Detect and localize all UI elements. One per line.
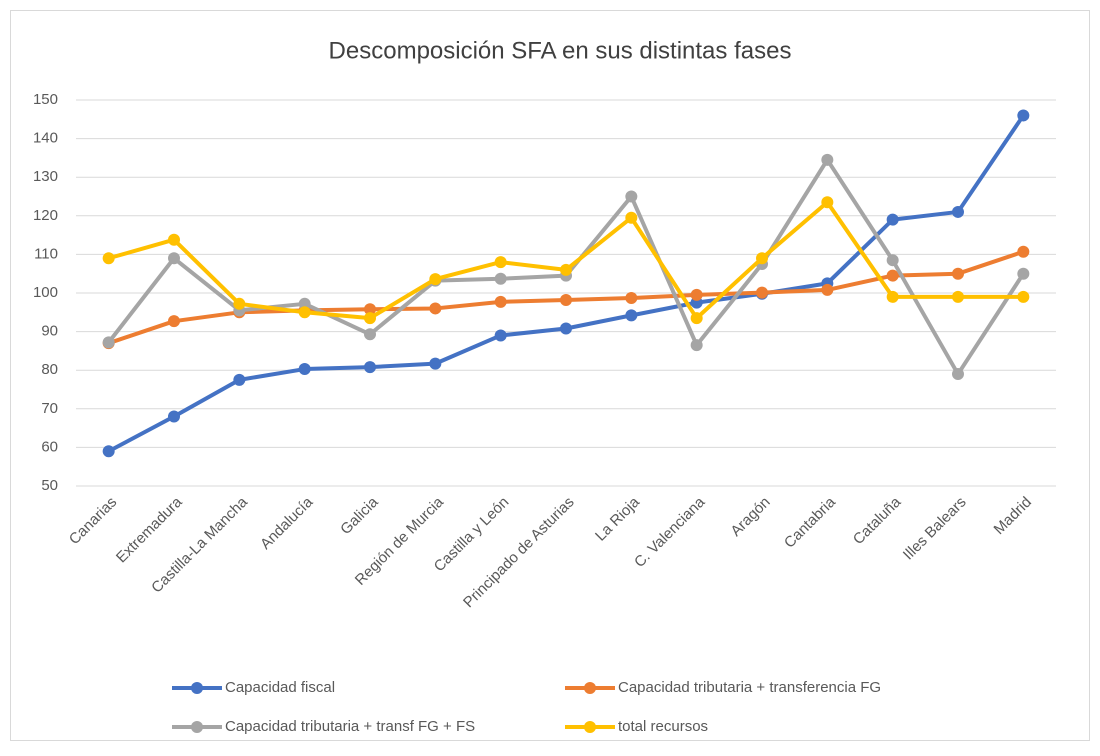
data-point xyxy=(168,315,180,328)
data-point xyxy=(364,303,376,316)
data-point xyxy=(1017,290,1030,303)
data-point xyxy=(952,267,964,280)
data-point xyxy=(560,322,572,335)
data-point xyxy=(952,290,964,303)
data-point xyxy=(821,283,834,296)
legend-label: Capacidad tributaria + transferencia FG xyxy=(618,679,881,696)
chart-border xyxy=(10,10,1090,741)
data-point xyxy=(298,306,311,319)
data-point xyxy=(560,293,572,306)
data-point xyxy=(429,273,442,286)
data-point xyxy=(886,269,899,282)
data-point xyxy=(560,263,572,276)
y-tick-label: 60 xyxy=(41,438,58,455)
y-tick-label: 140 xyxy=(33,130,58,147)
data-point xyxy=(364,328,376,341)
legend-label: total recursos xyxy=(618,718,708,735)
data-point xyxy=(494,295,507,308)
data-point xyxy=(364,312,376,325)
data-point xyxy=(494,256,507,269)
data-point xyxy=(1017,267,1030,280)
legend-marker xyxy=(584,682,596,694)
data-point xyxy=(625,190,638,203)
data-point xyxy=(1017,109,1030,122)
data-point xyxy=(625,211,638,224)
data-point xyxy=(756,252,768,265)
data-point xyxy=(952,368,964,381)
chart-title: Descomposición SFA en sus distintas fase… xyxy=(329,37,792,64)
y-tick-label: 100 xyxy=(33,284,58,301)
data-point xyxy=(690,288,703,301)
y-tick-label: 50 xyxy=(41,477,58,494)
data-point xyxy=(690,339,703,352)
data-point xyxy=(494,329,507,342)
y-tick-label: 90 xyxy=(41,323,58,340)
data-point xyxy=(886,213,899,226)
data-point xyxy=(886,254,899,267)
data-point xyxy=(756,286,768,299)
legend-marker xyxy=(191,682,203,694)
y-tick-label: 120 xyxy=(33,207,58,224)
data-point xyxy=(102,252,115,265)
data-point xyxy=(886,290,899,303)
legend-marker xyxy=(191,721,203,733)
y-tick-label: 130 xyxy=(33,168,58,185)
data-point xyxy=(821,153,834,166)
data-point xyxy=(168,252,180,265)
data-point xyxy=(821,196,834,209)
data-point xyxy=(233,373,246,386)
data-point xyxy=(494,272,507,285)
data-point xyxy=(102,336,115,349)
data-point xyxy=(364,361,376,374)
legend-label: Capacidad tributaria + transf FG + FS xyxy=(225,718,475,735)
data-point xyxy=(429,302,442,315)
data-point xyxy=(429,357,442,370)
data-point xyxy=(625,309,638,322)
legend-label: Capacidad fiscal xyxy=(225,679,335,696)
data-point xyxy=(168,233,180,246)
data-point xyxy=(690,312,703,325)
y-tick-label: 110 xyxy=(34,245,58,262)
data-point xyxy=(1017,245,1030,258)
legend-marker xyxy=(584,721,596,733)
data-point xyxy=(102,445,115,458)
data-point xyxy=(168,410,180,423)
data-point xyxy=(298,363,311,376)
data-point xyxy=(625,292,638,305)
data-point xyxy=(952,205,964,218)
data-point xyxy=(298,297,311,310)
y-tick-label: 80 xyxy=(41,361,58,378)
y-tick-label: 70 xyxy=(41,400,58,417)
y-tick-label: 150 xyxy=(33,91,58,108)
data-point xyxy=(233,297,246,310)
